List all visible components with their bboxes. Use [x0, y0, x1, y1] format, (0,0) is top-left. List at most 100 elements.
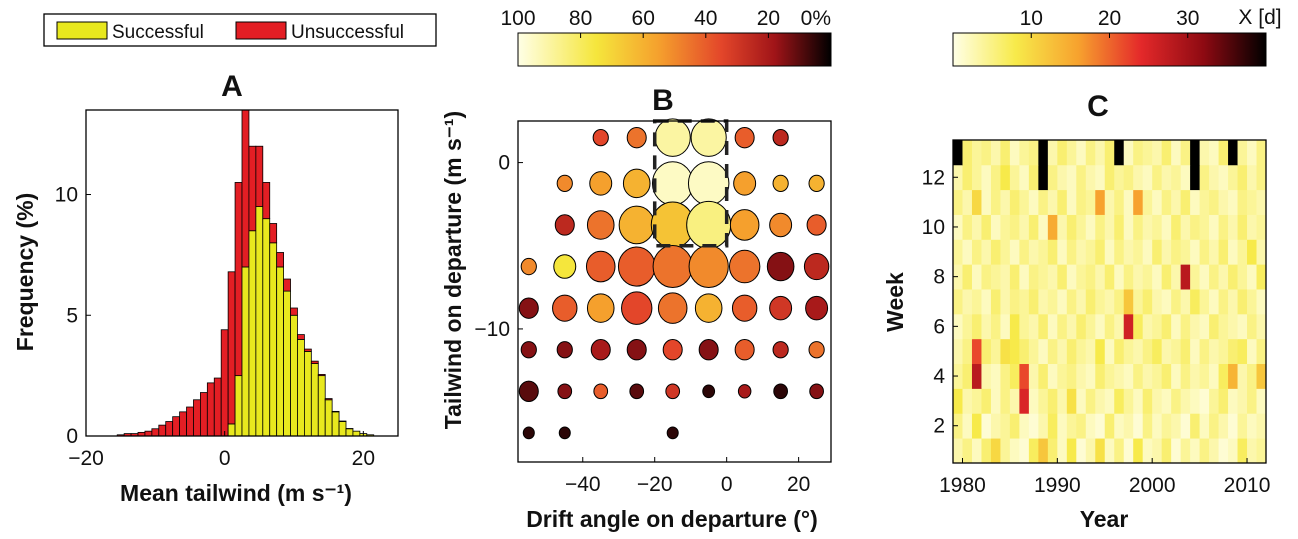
heatmap-cell — [1209, 164, 1219, 191]
heatmap-cell — [1228, 313, 1238, 340]
bubble — [593, 383, 609, 400]
bubble — [734, 339, 755, 361]
heatmap-cell — [1095, 140, 1106, 166]
heatmap-cell — [1228, 438, 1238, 464]
bar-successful — [255, 206, 264, 437]
bar-unsuccessful — [213, 377, 222, 437]
heatmap-cell — [1209, 363, 1219, 389]
heatmap-cell — [1180, 438, 1191, 464]
heatmap-cell — [1085, 164, 1096, 191]
heatmap-cell — [1028, 363, 1039, 389]
heatmap-cell — [990, 313, 1001, 340]
panel-b-bubble: 100 80 60 40 20 0% B −40 −20 0 20 −10 0 Drift angl… — [440, 7, 832, 532]
bubble — [772, 174, 789, 193]
heatmap-cell — [1133, 189, 1144, 215]
heatmap-cell — [1000, 214, 1011, 240]
heatmap-cell — [953, 388, 963, 414]
heatmap-cell — [1047, 413, 1058, 439]
heatmap-cell — [1028, 140, 1039, 166]
panel-label-b: B — [652, 84, 674, 117]
bar-unsuccessful — [317, 374, 326, 377]
bar-unsuccessful — [324, 398, 333, 401]
heatmap-cell — [981, 338, 992, 365]
heatmap-cell — [1066, 289, 1077, 315]
bar-unsuccessful — [241, 109, 250, 268]
heatmap-cell — [1171, 164, 1182, 191]
heatmap-cell — [1256, 388, 1267, 414]
heatmap-cell — [1247, 363, 1257, 389]
heatmap-cell — [1142, 363, 1153, 389]
heatmap-cell — [1123, 438, 1134, 464]
heatmap-cell — [1047, 164, 1058, 191]
heatmap-cell — [1085, 363, 1096, 389]
bar-successful — [303, 351, 312, 437]
heatmap-cell — [1047, 140, 1058, 166]
heatmap-cell — [1180, 239, 1191, 265]
bar-unsuccessful — [186, 406, 194, 437]
bubble — [657, 292, 688, 324]
heatmap-cell — [1038, 164, 1049, 191]
colorbar-b-tick-label: 60 — [632, 7, 655, 30]
heatmap-cell — [1228, 189, 1238, 215]
heatmap-cell — [981, 313, 992, 340]
bubble — [518, 297, 539, 319]
heatmap-cell — [1104, 413, 1115, 439]
heatmap-cell — [1057, 388, 1068, 414]
bubble — [651, 161, 694, 206]
heatmap-cell — [1000, 189, 1011, 215]
heatmap-cell — [1057, 289, 1068, 315]
heatmap-cell — [1019, 239, 1030, 265]
heatmap-cell — [1161, 413, 1172, 439]
heatmap-cell — [1228, 338, 1238, 365]
legend-a: Successful Unsuccessful — [43, 13, 437, 47]
heatmap-cell — [1209, 388, 1219, 414]
bar-unsuccessful — [303, 348, 312, 352]
heatmap-cell — [1095, 239, 1106, 265]
heatmap-cell — [1009, 214, 1020, 240]
bubble — [629, 383, 645, 400]
heatmap-cell — [1095, 313, 1106, 340]
heatmap-cell — [1057, 140, 1068, 166]
heatmap-cell — [1218, 214, 1229, 240]
y-tick-label-b: −10 — [474, 318, 510, 341]
heatmap-cell — [1123, 189, 1134, 215]
ticks-c: 1980 1990 2000 2010 2 4 6 8 10 12 — [922, 166, 1271, 497]
heatmap-cell — [1066, 363, 1077, 389]
heatmap-cell — [962, 239, 973, 265]
heatmap-cell — [971, 189, 982, 215]
heatmap-cell — [1085, 189, 1096, 215]
heatmap-cell — [1247, 289, 1257, 315]
heatmap-cell — [1171, 264, 1182, 290]
heatmap-cell — [1066, 313, 1077, 340]
heatmap-cell — [1199, 363, 1210, 389]
heatmap-cell — [1237, 313, 1248, 340]
heatmap-cell — [1114, 239, 1125, 265]
bar-successful — [283, 290, 291, 437]
heatmap-cell — [1076, 214, 1087, 240]
heatmap-cell — [981, 363, 992, 389]
x-tick-label-b: 0 — [721, 473, 733, 496]
heatmap-cell — [1228, 289, 1238, 315]
heatmap-cell — [1237, 363, 1248, 389]
heatmap-cell — [1152, 140, 1163, 166]
heatmap-cell — [990, 438, 1001, 464]
heatmap-cell — [1114, 214, 1125, 240]
heatmap-cell — [1190, 413, 1201, 439]
colorbar-c-tick-label: 30 — [1176, 7, 1199, 30]
heatmap-cell — [1047, 438, 1058, 464]
y-tick-label-a: 0 — [66, 425, 78, 448]
heatmap-cell — [1237, 338, 1248, 365]
y-tick-label-c: 6 — [933, 315, 945, 338]
legend-swatch-unsuccessful — [235, 21, 287, 40]
heatmap-cell — [1066, 214, 1077, 240]
heatmap-cell — [1247, 164, 1257, 191]
bar-successful — [338, 421, 347, 437]
colorbar-b-tick-label: 40 — [694, 7, 717, 30]
y-tick-label-c: 10 — [922, 216, 945, 239]
heatmap-cell — [1142, 289, 1153, 315]
heatmap-cell — [1009, 363, 1020, 389]
heatmap-cell — [1142, 264, 1153, 290]
bar-unsuccessful — [220, 329, 229, 437]
heatmap-cell — [1047, 313, 1058, 340]
